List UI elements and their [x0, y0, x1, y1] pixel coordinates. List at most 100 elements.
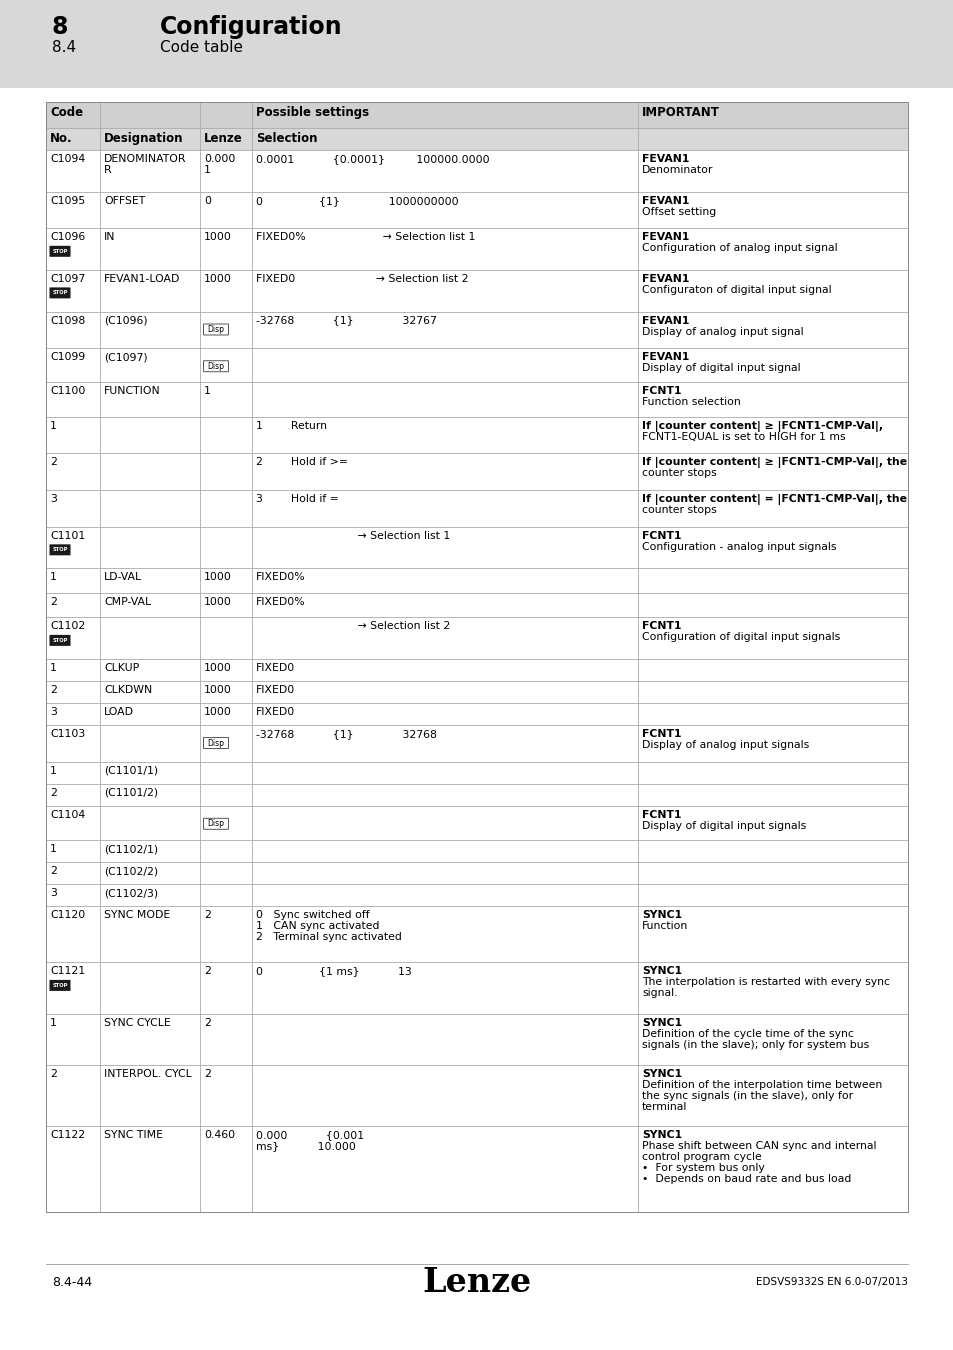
Bar [46, 906, 907, 963]
Text: 2   Terminal sync activated: 2 Terminal sync activated [255, 931, 401, 942]
Text: C1102: C1102 [50, 621, 85, 632]
Text: INTERPOL. CYCL: INTERPOL. CYCL [104, 1069, 192, 1079]
Text: FIXED0%                      → Selection list 1: FIXED0% → Selection list 1 [255, 232, 475, 242]
Text: Disp: Disp [208, 738, 224, 748]
Text: Configuration of digital input signals: Configuration of digital input signals [641, 632, 840, 643]
Text: C1096: C1096 [50, 232, 85, 242]
Text: CLKDWN: CLKDWN [104, 684, 152, 695]
Text: Disp: Disp [208, 325, 224, 333]
Text: 2: 2 [50, 788, 57, 798]
Text: FEVAN1-LOAD: FEVAN1-LOAD [104, 274, 180, 284]
Text: Code table: Code table [160, 40, 243, 55]
Bar [46, 1126, 907, 1212]
Text: C1121: C1121 [50, 967, 85, 976]
Text: 3: 3 [50, 494, 57, 504]
FancyBboxPatch shape [50, 246, 71, 256]
Bar [46, 103, 907, 128]
FancyBboxPatch shape [203, 324, 229, 335]
Text: the sync signals (in the slave), only for: the sync signals (in the slave), only fo… [641, 1091, 852, 1102]
Text: (C1101/1): (C1101/1) [104, 765, 158, 776]
Text: FCNT1: FCNT1 [641, 810, 680, 819]
Text: Phase shift between CAN sync and internal: Phase shift between CAN sync and interna… [641, 1141, 876, 1152]
Text: Function selection: Function selection [641, 397, 740, 408]
Text: Code: Code [50, 107, 83, 119]
Text: 1: 1 [50, 765, 57, 776]
Bar [46, 490, 907, 526]
Text: (C1101/2): (C1101/2) [104, 788, 158, 798]
Text: FCNT1: FCNT1 [641, 621, 680, 632]
Text: FCNT1: FCNT1 [641, 386, 680, 397]
FancyBboxPatch shape [50, 288, 71, 298]
Text: •  For system bus only: • For system bus only [641, 1164, 764, 1173]
Text: 2: 2 [204, 1069, 211, 1079]
Text: signals (in the slave); only for system bus: signals (in the slave); only for system … [641, 1040, 868, 1050]
FancyBboxPatch shape [50, 544, 71, 555]
Bar [46, 568, 907, 593]
Bar [46, 382, 907, 417]
Text: 2: 2 [204, 1018, 211, 1027]
Text: SYNC CYCLE: SYNC CYCLE [104, 1018, 171, 1027]
Text: CLKUP: CLKUP [104, 663, 139, 674]
Text: CMP-VAL: CMP-VAL [104, 597, 151, 608]
Text: 2: 2 [50, 867, 57, 876]
Bar [46, 192, 907, 228]
Text: 2: 2 [50, 458, 57, 467]
Text: SYNC TIME: SYNC TIME [104, 1130, 163, 1141]
Text: SYNC1: SYNC1 [641, 967, 681, 976]
Text: 0                {1 ms}           13: 0 {1 ms} 13 [255, 967, 412, 976]
Text: 1000: 1000 [204, 274, 232, 284]
Text: LD-VAL: LD-VAL [104, 572, 142, 582]
Text: Disp: Disp [208, 362, 224, 371]
Text: counter stops: counter stops [641, 468, 716, 478]
Bar [46, 863, 907, 884]
Bar [46, 454, 907, 490]
Text: 2: 2 [50, 597, 57, 608]
Text: Display of analog input signals: Display of analog input signals [641, 740, 808, 751]
Text: C1122: C1122 [50, 1130, 85, 1141]
Text: 1: 1 [204, 165, 211, 176]
Bar [46, 806, 907, 840]
Text: R: R [104, 165, 112, 176]
Text: SYNC1: SYNC1 [641, 1069, 681, 1079]
Text: FEVAN1: FEVAN1 [641, 316, 689, 325]
Text: 1        Return: 1 Return [255, 421, 327, 431]
FancyBboxPatch shape [50, 980, 71, 991]
Text: Denominator: Denominator [641, 165, 713, 176]
Text: C1099: C1099 [50, 352, 85, 362]
Text: C1100: C1100 [50, 386, 85, 397]
Text: If |counter content| ≥ |FCNT1-CMP-Val|, the: If |counter content| ≥ |FCNT1-CMP-Val|, … [641, 458, 906, 468]
Text: If |counter content| ≥ |FCNT1-CMP-Val|,: If |counter content| ≥ |FCNT1-CMP-Val|, [641, 421, 882, 432]
Text: No.: No. [50, 132, 72, 144]
Text: If |counter content| = |FCNT1-CMP-Val|, the: If |counter content| = |FCNT1-CMP-Val|, … [641, 494, 906, 505]
Bar [46, 417, 907, 454]
Text: SYNC1: SYNC1 [641, 1130, 681, 1141]
Text: 0                {1}              1000000000: 0 {1} 1000000000 [255, 196, 458, 205]
Text: 1: 1 [204, 386, 211, 397]
Text: → Selection list 2: → Selection list 2 [255, 621, 450, 632]
Bar [46, 270, 907, 312]
Text: Definition of the interpolation time between: Definition of the interpolation time bet… [641, 1080, 882, 1091]
Text: STOP: STOP [52, 248, 68, 254]
Text: SYNC MODE: SYNC MODE [104, 910, 170, 921]
Text: 1: 1 [50, 844, 57, 855]
Text: Lenze: Lenze [422, 1265, 531, 1299]
Text: FEVAN1: FEVAN1 [641, 352, 689, 362]
Text: 0.460: 0.460 [204, 1130, 234, 1141]
Text: SYNC1: SYNC1 [641, 1018, 681, 1027]
Text: Definition of the cycle time of the sync: Definition of the cycle time of the sync [641, 1029, 853, 1038]
Bar [46, 128, 907, 150]
Text: C1094: C1094 [50, 154, 85, 163]
Text: FCNT1: FCNT1 [641, 729, 680, 738]
Text: Disp: Disp [208, 819, 224, 829]
Bar [46, 1014, 907, 1065]
Bar [46, 228, 907, 270]
Text: 3: 3 [50, 707, 57, 717]
Text: Configuration: Configuration [160, 15, 342, 39]
Text: 3: 3 [50, 888, 57, 898]
Text: 2: 2 [204, 910, 211, 921]
Bar [46, 348, 907, 382]
Text: FEVAN1: FEVAN1 [641, 154, 689, 163]
Text: 1000: 1000 [204, 684, 232, 695]
Text: signal.: signal. [641, 988, 677, 999]
Text: Display of digital input signals: Display of digital input signals [641, 821, 805, 830]
